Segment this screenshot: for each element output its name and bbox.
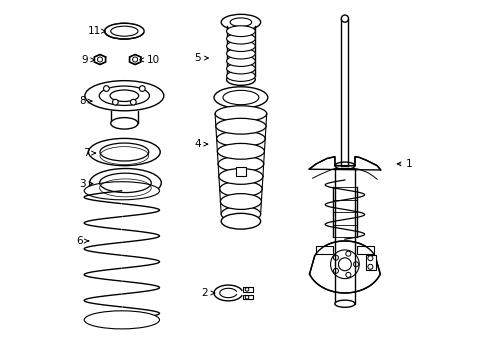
- Polygon shape: [94, 54, 105, 64]
- Ellipse shape: [216, 131, 264, 147]
- Ellipse shape: [226, 63, 255, 74]
- Ellipse shape: [84, 182, 159, 200]
- Polygon shape: [214, 285, 242, 301]
- Polygon shape: [308, 157, 380, 170]
- Ellipse shape: [221, 14, 260, 30]
- Text: 5: 5: [194, 53, 208, 63]
- Text: 3: 3: [79, 179, 93, 189]
- Ellipse shape: [226, 48, 255, 59]
- Text: 11: 11: [88, 26, 105, 36]
- Text: 8: 8: [79, 96, 92, 106]
- Ellipse shape: [217, 143, 264, 159]
- Text: 4: 4: [194, 139, 207, 149]
- Ellipse shape: [219, 168, 263, 184]
- Ellipse shape: [221, 206, 260, 222]
- Polygon shape: [309, 241, 380, 293]
- Polygon shape: [129, 54, 141, 64]
- Ellipse shape: [220, 194, 261, 210]
- Text: 10: 10: [140, 55, 159, 65]
- Ellipse shape: [110, 118, 138, 129]
- Ellipse shape: [214, 87, 267, 108]
- Text: 9: 9: [81, 55, 94, 65]
- Ellipse shape: [226, 74, 255, 85]
- Ellipse shape: [226, 56, 255, 67]
- Text: 7: 7: [82, 148, 95, 158]
- Polygon shape: [356, 246, 373, 253]
- Circle shape: [103, 86, 109, 91]
- Ellipse shape: [221, 213, 260, 229]
- Ellipse shape: [226, 71, 255, 81]
- Ellipse shape: [334, 300, 354, 307]
- Text: 1: 1: [396, 159, 412, 169]
- Ellipse shape: [89, 168, 161, 197]
- Bar: [242, 287, 253, 292]
- Ellipse shape: [341, 15, 348, 22]
- Text: 2: 2: [202, 288, 214, 298]
- Text: 6: 6: [76, 236, 88, 246]
- Bar: [365, 255, 376, 270]
- Ellipse shape: [218, 156, 263, 172]
- Ellipse shape: [226, 26, 255, 37]
- Bar: [242, 295, 253, 300]
- Circle shape: [139, 86, 145, 91]
- Circle shape: [130, 99, 136, 105]
- Ellipse shape: [215, 106, 266, 122]
- Circle shape: [112, 99, 118, 105]
- Ellipse shape: [219, 181, 262, 197]
- Ellipse shape: [226, 33, 255, 44]
- Bar: [235, 167, 246, 176]
- Ellipse shape: [104, 23, 144, 39]
- Ellipse shape: [88, 138, 160, 166]
- Ellipse shape: [84, 311, 159, 329]
- Polygon shape: [316, 246, 332, 253]
- Ellipse shape: [226, 41, 255, 51]
- Ellipse shape: [215, 118, 265, 134]
- Ellipse shape: [85, 81, 163, 111]
